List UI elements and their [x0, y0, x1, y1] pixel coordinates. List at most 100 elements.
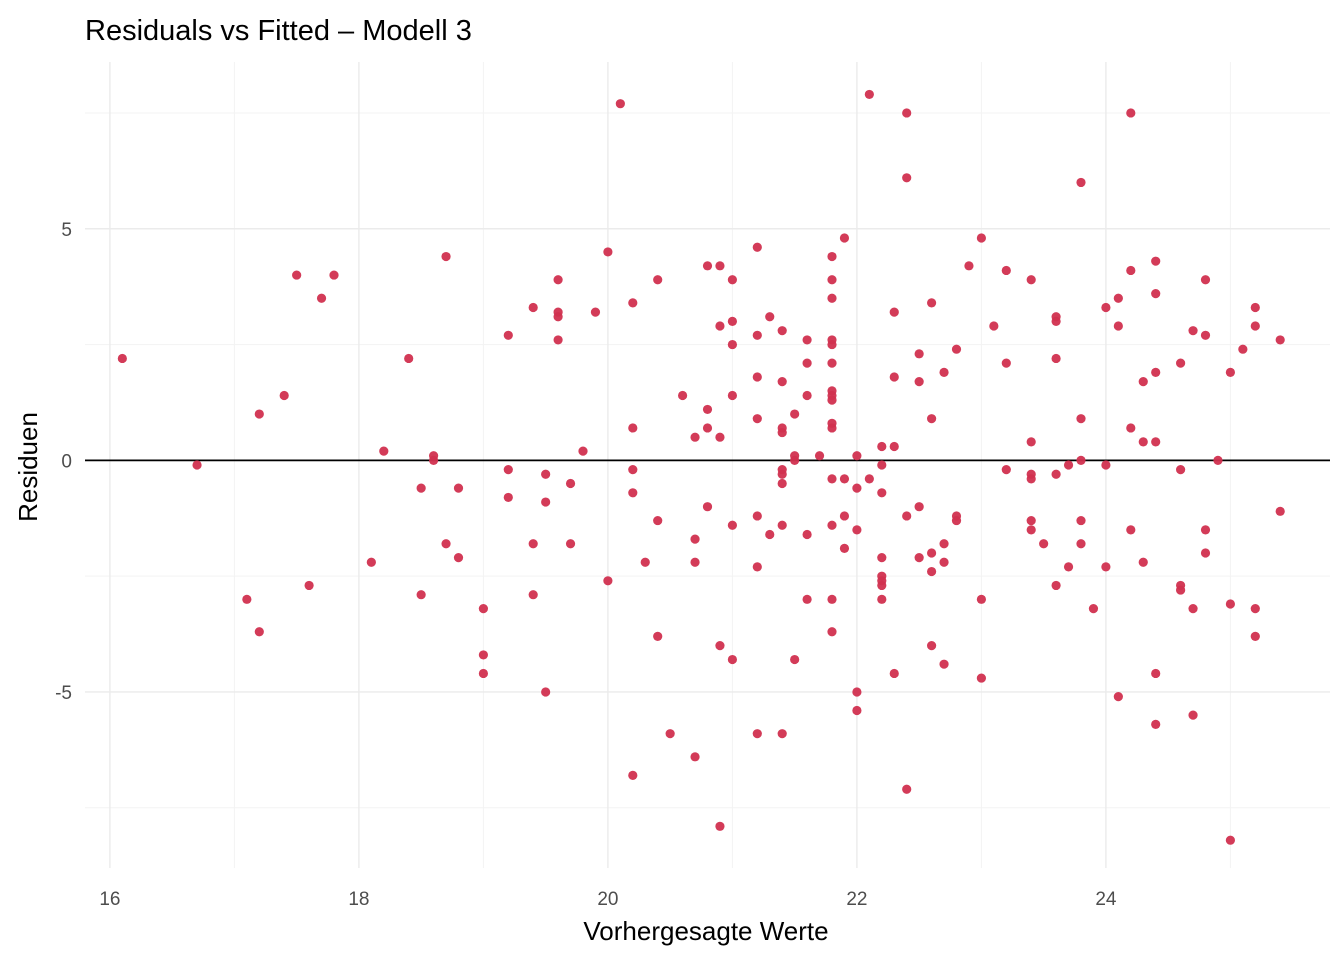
data-point — [715, 821, 725, 831]
data-point — [827, 594, 837, 604]
data-point — [503, 330, 513, 340]
data-point — [429, 455, 439, 465]
data-point — [541, 469, 551, 479]
data-point — [989, 321, 999, 331]
data-point — [279, 390, 289, 401]
data-point — [889, 668, 899, 679]
data-point — [1238, 344, 1248, 354]
data-point — [1026, 474, 1036, 484]
data-point — [902, 511, 912, 521]
data-point — [528, 539, 538, 549]
data-point — [802, 594, 812, 604]
data-point — [1275, 506, 1285, 516]
data-points — [117, 89, 1285, 845]
data-point — [827, 358, 837, 368]
data-point — [1113, 321, 1123, 331]
data-point — [1200, 525, 1211, 535]
data-point — [329, 270, 339, 280]
data-point — [1188, 603, 1198, 614]
data-point — [939, 557, 949, 567]
data-point — [852, 705, 862, 716]
data-point — [877, 553, 887, 563]
data-point — [653, 515, 663, 526]
data-point — [964, 261, 974, 271]
data-point — [541, 497, 551, 507]
data-point — [727, 339, 738, 350]
data-point — [839, 474, 850, 484]
data-point — [1001, 465, 1011, 475]
data-point — [578, 446, 588, 456]
data-point — [1126, 108, 1136, 118]
data-point — [802, 390, 812, 401]
data-point — [541, 687, 551, 697]
data-point — [727, 520, 738, 530]
data-point — [877, 441, 887, 452]
data-point — [827, 627, 837, 637]
data-point — [628, 465, 638, 475]
data-point — [441, 539, 451, 549]
data-point — [827, 293, 837, 303]
data-point — [1076, 539, 1086, 549]
data-point — [1076, 177, 1086, 188]
data-point — [752, 562, 762, 572]
data-point — [777, 326, 787, 336]
data-point — [715, 432, 725, 442]
data-point — [254, 627, 264, 637]
data-point — [1026, 525, 1036, 535]
data-point — [404, 353, 414, 364]
data-point — [366, 557, 376, 567]
data-point — [702, 502, 713, 512]
data-point — [889, 372, 899, 382]
data-point — [192, 460, 202, 470]
data-point — [765, 529, 775, 540]
data-point — [752, 330, 762, 340]
data-point — [715, 641, 725, 651]
data-point — [827, 423, 837, 433]
data-point — [1101, 302, 1111, 313]
data-point — [1113, 692, 1123, 702]
data-point — [1225, 599, 1235, 609]
data-point — [827, 339, 837, 350]
data-point — [1200, 275, 1211, 285]
data-point — [628, 488, 638, 498]
data-point — [976, 594, 987, 604]
data-point — [976, 233, 987, 243]
data-point — [1151, 289, 1161, 299]
data-point — [939, 539, 949, 549]
data-point — [852, 451, 862, 461]
data-point — [927, 298, 937, 308]
data-point — [777, 377, 787, 387]
x-tick-label: 22 — [846, 889, 867, 910]
data-point — [316, 293, 327, 303]
data-point — [528, 590, 538, 600]
data-point — [653, 631, 663, 641]
data-point — [1039, 539, 1049, 549]
data-point — [702, 404, 713, 415]
data-point — [690, 557, 700, 567]
data-point — [777, 478, 787, 489]
data-point — [1151, 367, 1161, 377]
data-point — [1001, 358, 1011, 368]
data-point — [1063, 460, 1074, 470]
data-point — [678, 390, 688, 401]
data-point — [1151, 437, 1161, 447]
x-axis-tick-labels: 16 18 20 22 24 — [99, 889, 1117, 910]
data-point — [1101, 562, 1111, 572]
data-point — [1188, 326, 1198, 336]
data-point — [653, 275, 663, 285]
data-point — [914, 502, 924, 512]
data-point — [603, 576, 613, 586]
data-point — [478, 603, 488, 614]
data-point — [1126, 265, 1136, 276]
data-point — [453, 483, 464, 493]
data-point — [765, 312, 775, 322]
data-point — [864, 474, 874, 484]
data-point — [727, 654, 738, 665]
data-point — [1001, 265, 1011, 276]
data-point — [1250, 302, 1260, 313]
data-point — [951, 344, 962, 354]
data-point — [1151, 256, 1161, 266]
data-point — [553, 335, 563, 345]
data-point — [528, 302, 538, 313]
